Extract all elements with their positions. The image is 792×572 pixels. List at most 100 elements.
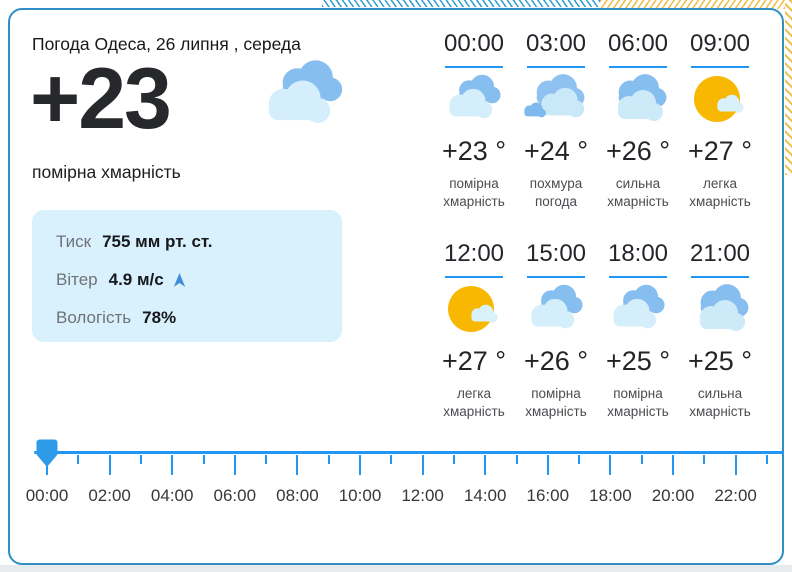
timeline-tick: [640, 455, 643, 464]
timeline-label: 16:00: [526, 486, 570, 505]
timeline-label: 02:00: [88, 486, 131, 505]
timeline-tick: [609, 455, 612, 475]
wind-direction-arrow-icon: [173, 272, 186, 288]
timeline-tick: [359, 455, 361, 475]
timeline-tick: [296, 455, 299, 475]
timeline-tick: [171, 455, 174, 475]
hour-label: 21:00: [689, 240, 751, 267]
page-bottom-strip: [0, 565, 792, 572]
hourly-cell-0000[interactable]: 00:00 +23 ° помірна хмарність: [433, 24, 515, 234]
weather-icon: [688, 72, 752, 130]
hour-description: сильна хмарність: [689, 386, 751, 419]
weather-icon: [524, 282, 588, 340]
weather-icon: [442, 282, 506, 340]
hourly-forecast-grid: 00:00 +23 ° помірна хмарність 03:00 +24 …: [433, 24, 761, 444]
hour-temperature: +26 °: [523, 346, 589, 376]
pressure-label: Тиск: [56, 232, 92, 251]
hour-label: 00:00: [443, 30, 505, 57]
hour-description: помірна хмарність: [525, 386, 587, 419]
timeline-tick: [233, 455, 236, 475]
weather-details-panel: Тиск 755 мм рт. ст. Вітер 4.9 м/с Вологі…: [32, 210, 342, 342]
timeline-label: 10:00: [338, 486, 382, 505]
timeline-tick: [546, 455, 549, 475]
hour-temperature: +27 °: [687, 136, 753, 166]
hour-underline: [527, 276, 585, 278]
timeline-label: 12:00: [401, 486, 444, 505]
timeline-tick: [578, 455, 581, 464]
timeline-label: 22:00: [714, 486, 757, 505]
hour-temperature: +25 °: [605, 346, 671, 376]
time-slider: 00:00 02:00 04:00 06:00 08:00 10:00 12:00 14:00…: [10, 438, 786, 522]
hour-label: 18:00: [607, 240, 669, 267]
timeline-tick: [202, 455, 205, 464]
hourly-cell-1200[interactable]: 12:00 +27 ° легка хмарність: [433, 234, 515, 444]
weather-icon: [258, 56, 350, 140]
hourly-cell-1800[interactable]: 18:00 +25 ° помірна хмарність: [597, 234, 679, 444]
page-title: Погода Одеса, 26 липня , середа: [32, 34, 301, 54]
hourly-cell-0600[interactable]: 06:00 +26 ° сильна хмарність: [597, 24, 679, 234]
timeline-label: 18:00: [589, 486, 632, 505]
timeline-tick: [734, 455, 737, 475]
hour-description: легка хмарність: [443, 386, 505, 419]
pressure-row: Тиск 755 мм рт. ст.: [56, 231, 318, 253]
humidity-row: Вологість 78%: [56, 307, 318, 329]
weather-icon: [688, 282, 752, 340]
hour-temperature: +24 °: [523, 136, 589, 166]
wind-row: Вітер 4.9 м/с: [56, 269, 318, 291]
timeline-tick: [765, 455, 768, 464]
current-temperature: +23: [30, 51, 172, 147]
timeline-label: 00:00: [25, 486, 69, 505]
timeline-label: 08:00: [276, 486, 319, 505]
weather-icon: [606, 72, 670, 130]
hour-underline: [609, 276, 667, 278]
timeline-tick: [515, 455, 518, 464]
current-condition: помірна хмарність: [32, 162, 181, 182]
timeline-label: 04:00: [150, 486, 194, 505]
slider-track[interactable]: [34, 451, 784, 454]
hour-underline: [445, 66, 503, 68]
timeline-label: 20:00: [651, 486, 695, 505]
humidity-label: Вологість: [56, 308, 132, 327]
hour-label: 06:00: [607, 30, 669, 57]
hour-description: помірна хмарність: [607, 386, 669, 419]
humidity-value: 78%: [142, 308, 177, 327]
hour-description: сильна хмарність: [607, 176, 669, 209]
weather-icon: [524, 72, 588, 130]
hour-underline: [527, 66, 585, 68]
hourly-cell-0300[interactable]: 03:00 +24 ° похмура погода: [515, 24, 597, 234]
hour-underline: [609, 66, 667, 68]
timeline-tick: [484, 455, 487, 475]
slider-handle[interactable]: [36, 439, 58, 468]
timeline-tick: [452, 455, 455, 464]
weather-icon: [606, 282, 670, 340]
decor-stripes-yellow-right: [785, 0, 792, 175]
hourly-cell-2100[interactable]: 21:00 +25 ° сильна хмарність: [679, 234, 761, 444]
hour-temperature: +25 °: [687, 346, 753, 376]
hourly-cell-1500[interactable]: 15:00 +26 ° помірна хмарність: [515, 234, 597, 444]
timeline-tick: [390, 455, 393, 464]
hour-temperature: +27 °: [441, 346, 507, 376]
hour-underline: [691, 66, 749, 68]
timeline-label: 14:00: [463, 486, 507, 505]
wind-value: 4.9 м/с: [108, 270, 164, 289]
hourly-cell-0900[interactable]: 09:00 +27 ° легка хмарність: [679, 24, 761, 234]
timeline-tick: [672, 455, 674, 475]
timeline-tick: [139, 455, 142, 464]
decor-stripes-blue: [322, 0, 607, 7]
wind-label: Вітер: [56, 270, 98, 289]
timeline-tick: [77, 455, 80, 464]
hour-underline: [445, 276, 503, 278]
timeline-label: 06:00: [213, 486, 257, 505]
hour-label: 09:00: [689, 30, 751, 57]
pressure-value: 755 мм рт. ст.: [102, 232, 213, 251]
decor-stripes-yellow-top: [600, 0, 792, 9]
hour-description: похмура погода: [529, 176, 583, 209]
timeline-tick: [265, 455, 268, 464]
hour-label: 15:00: [525, 240, 587, 267]
timeline-tick: [703, 455, 706, 464]
timeline-tick: [421, 455, 424, 475]
hour-description: помірна хмарність: [443, 176, 505, 209]
weather-card: Погода Одеса, 26 липня , середа +23 помі…: [8, 8, 784, 565]
hour-label: 12:00: [443, 240, 505, 267]
hour-description: легка хмарність: [689, 176, 751, 209]
